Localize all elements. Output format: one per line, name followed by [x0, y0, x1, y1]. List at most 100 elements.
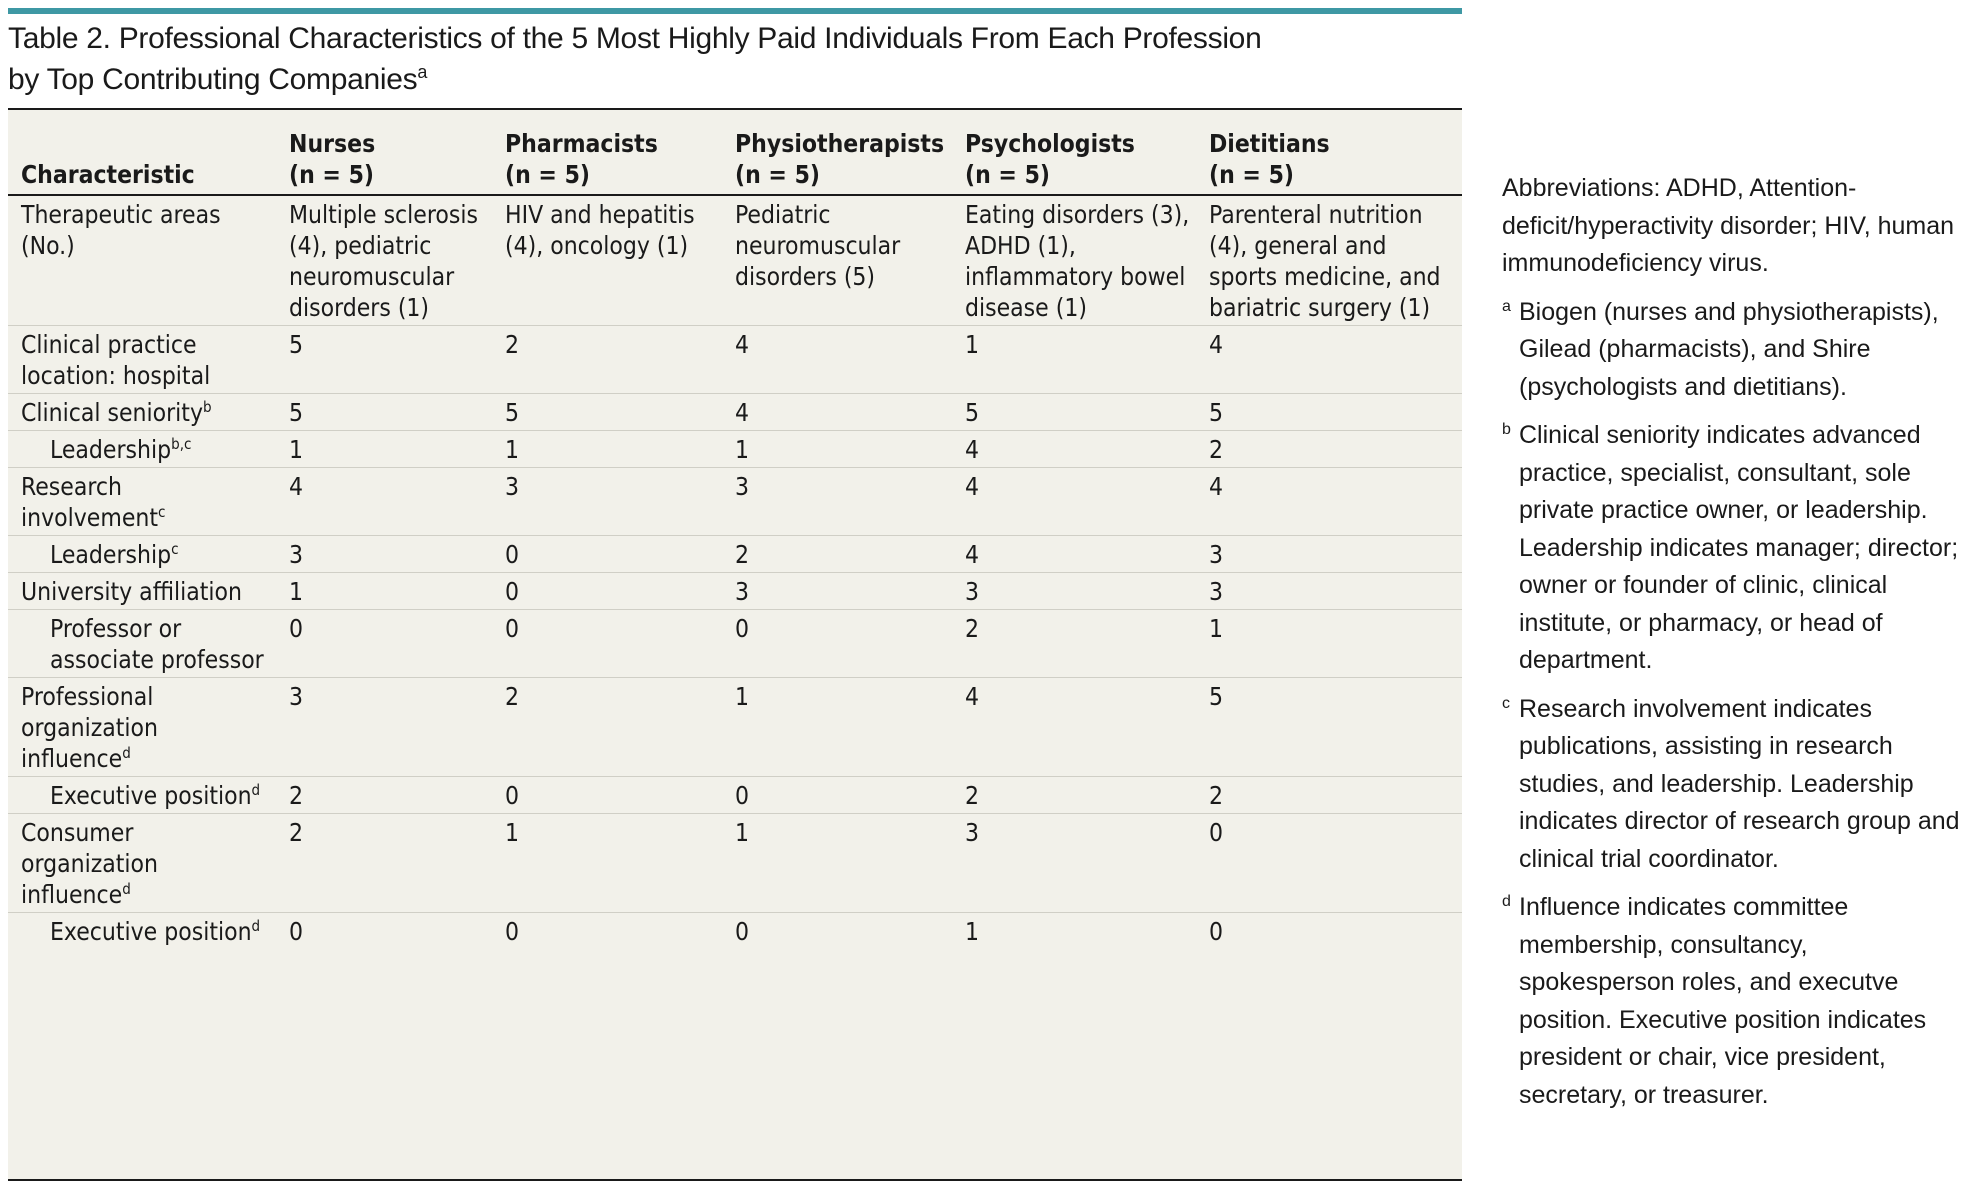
- table-cell: 0: [1196, 813, 1462, 913]
- table-cell: 1: [492, 430, 722, 468]
- footnote-b: b Clinical seniority indicates advanced p…: [1502, 417, 1962, 680]
- row-label: Therapeutic areas (No.): [21, 200, 221, 260]
- table-cell: 2: [276, 813, 492, 913]
- row-label-cell: Leadershipc: [8, 535, 276, 573]
- table-cell: 0: [492, 609, 722, 678]
- table-cell: Multiple sclerosis (4), pediatric neurom…: [289, 200, 478, 322]
- table-cell: 0: [276, 609, 492, 678]
- abbreviations-note: Abbreviations: ADHD, Attention-deficit/h…: [1502, 174, 1955, 277]
- table-cell: 2: [1196, 430, 1462, 468]
- footnote-text: Research involvement indicates publicati…: [1519, 694, 1960, 873]
- table-cell: 4: [1196, 467, 1462, 536]
- table-title-line-2: by Top Contributing Companiesa: [8, 59, 1462, 100]
- row-label-cell: Leadershipb,c: [8, 430, 276, 468]
- table-cell: 0: [722, 776, 952, 814]
- table-cell: 1: [952, 325, 1196, 394]
- column-header-label: Nurses: [289, 129, 376, 158]
- table-cell: 3: [492, 467, 722, 536]
- table-cell: 3: [1196, 535, 1462, 573]
- table-title-footnote-mark: a: [417, 62, 428, 82]
- column-header-count: (n = 5): [1209, 160, 1294, 189]
- footnote-c: c Research involvement indicates publicat…: [1502, 691, 1962, 879]
- table-row: Consumer organization influenced 2 1 1 3 0: [8, 813, 1462, 913]
- table-row: Therapeutic areas (No.) Multiple sclerosi…: [8, 195, 1462, 326]
- column-header-count: (n = 5): [735, 160, 820, 189]
- table-cell: 0: [492, 776, 722, 814]
- table-cell: 3: [276, 677, 492, 777]
- column-header-count: (n = 5): [289, 160, 374, 189]
- column-header-label: Psychologists: [965, 129, 1135, 158]
- row-label: Professional organization influence: [21, 682, 158, 773]
- table-cell: 3: [1196, 572, 1462, 610]
- footnote-mark: d: [251, 780, 261, 799]
- table-cell: 4: [276, 467, 492, 536]
- table-title: Table 2. Professional Characteristics of…: [8, 18, 1462, 100]
- table-row: Clinical seniorityb 5 5 4 5 5: [8, 393, 1462, 431]
- table-cell: 4: [952, 677, 1196, 777]
- characteristics-table: Characteristic Nurses (n = 5) Pharmacists (n…: [8, 110, 1462, 949]
- table-row: Clinical practice location: hospital 5 2 4 1…: [8, 325, 1462, 394]
- table-cell: 5: [1196, 393, 1462, 431]
- row-label-cell: Professor or associate professor: [8, 609, 276, 678]
- footnote-mark: c: [158, 502, 166, 521]
- table-cell: 4: [952, 430, 1196, 468]
- characteristics-table-container: Characteristic Nurses (n = 5) Pharmacists (n…: [8, 108, 1462, 1181]
- row-label: Clinical seniority: [21, 398, 203, 427]
- table-cell: 4: [952, 535, 1196, 573]
- footnote-mark: a: [1502, 297, 1511, 315]
- table-cell: 0: [276, 912, 492, 949]
- table-title-line-1: Table 2. Professional Characteristics of…: [8, 22, 1262, 55]
- row-label-cell: Therapeutic areas (No.): [8, 195, 276, 326]
- row-label-cell: University affiliation: [8, 572, 276, 610]
- table-cell: 5: [276, 393, 492, 431]
- footnote-mark: d: [1502, 893, 1511, 910]
- footnote-text: Clinical seniority indicates advanced pr…: [1519, 421, 1959, 674]
- table-cell: 4: [722, 393, 952, 431]
- table-cell: 0: [492, 572, 722, 610]
- table-cell: Eating disorders (3), ADHD (1), inflamma…: [965, 200, 1190, 322]
- table-cell: 4: [1196, 325, 1462, 394]
- column-header-count: (n = 5): [505, 160, 590, 189]
- column-header-pharmacists: Pharmacists (n = 5): [492, 110, 722, 196]
- table-cell: 3: [722, 572, 952, 610]
- row-label-cell: Consumer organization influenced: [8, 813, 276, 913]
- row-label: University affiliation: [21, 577, 242, 606]
- column-header-label: Pharmacists: [505, 129, 658, 158]
- footnote-mark: b: [202, 397, 212, 416]
- table-row: Leadershipb,c 1 1 1 4 2: [8, 430, 1462, 468]
- table-cell: 0: [1196, 912, 1462, 949]
- table-cell: 2: [722, 535, 952, 573]
- table-row: Executive positiond 0 0 0 1 0: [8, 912, 1462, 949]
- table-cell: 2: [952, 776, 1196, 814]
- table-cell: 2: [1196, 776, 1462, 814]
- table-body: Therapeutic areas (No.) Multiple sclerosi…: [8, 195, 1462, 949]
- row-label-cell: Executive positiond: [8, 912, 276, 949]
- table-cell: 1: [722, 813, 952, 913]
- table-cell: Parenteral nutrition (4), general and sp…: [1209, 200, 1441, 322]
- column-header-dietitians: Dietitians (n = 5): [1196, 110, 1462, 196]
- row-label: Executive position: [50, 917, 252, 946]
- footnote-mark: c: [1502, 694, 1510, 712]
- column-header-characteristic: Characteristic: [8, 110, 276, 196]
- table-cell: 1: [276, 572, 492, 610]
- column-header-nurses: Nurses (n = 5): [276, 110, 492, 196]
- footnote-a: a Biogen (nurses and physiotherapists), G…: [1502, 294, 1962, 407]
- table-row: Research involvementc 4 3 3 4 4: [8, 467, 1462, 536]
- footnote-mark: d: [251, 916, 261, 935]
- table-cell: 2: [952, 609, 1196, 678]
- table-cell: 5: [276, 325, 492, 394]
- table-cell: 5: [952, 393, 1196, 431]
- column-header-physiotherapists: Physiotherapists (n = 5): [722, 110, 952, 196]
- footnote-mark: d: [122, 879, 131, 898]
- title-accent-bar: [8, 8, 1462, 14]
- table-cell: 1: [952, 912, 1196, 949]
- table-cell: 3: [276, 535, 492, 573]
- row-label-cell: Executive positiond: [8, 776, 276, 814]
- table-cell: 3: [722, 467, 952, 536]
- table-cell: 3: [952, 572, 1196, 610]
- row-label: Leadership: [50, 435, 172, 464]
- footnote-mark: d: [122, 743, 131, 762]
- row-label-cell: Clinical seniorityb: [8, 393, 276, 431]
- footnote-mark: b: [1502, 421, 1511, 438]
- table-cell: HIV and hepatitis (4), oncology (1): [505, 200, 695, 260]
